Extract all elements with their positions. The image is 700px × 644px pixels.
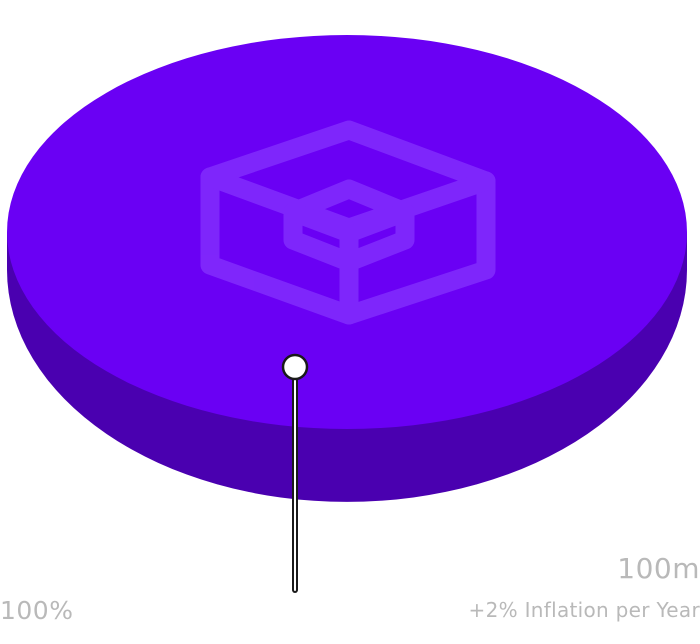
slice-value-label: 100m [617, 552, 700, 585]
slice-note-label: +2% Inflation per Year [468, 598, 700, 622]
slice-percent-label: 100% [0, 596, 74, 625]
box-icon [200, 120, 496, 325]
slice-pointer [281, 353, 309, 593]
